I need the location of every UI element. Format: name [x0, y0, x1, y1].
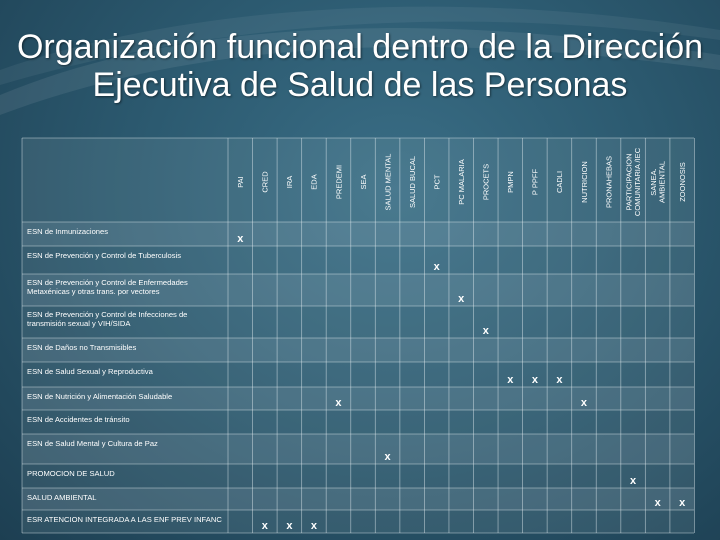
column-header: CADLI: [555, 171, 564, 193]
row-label: ESN de Accidentes de tránsito: [27, 415, 130, 424]
column-header-label: PAI: [236, 176, 245, 188]
column-header: ZOONOSIS: [678, 162, 687, 202]
row-label: ESN de Nutrición y Alimentación Saludabl…: [27, 392, 172, 401]
page-title: Organización funcional dentro de la Dire…: [10, 28, 710, 104]
row-background: [22, 246, 694, 274]
column-header-label: CADLI: [555, 171, 564, 193]
row-label: transmisión sexual y VIH/SIDA: [27, 319, 131, 328]
column-header: IRA: [285, 176, 294, 189]
column-header-label: PRONAHEBAS: [604, 156, 613, 208]
column-header: PARTICIPACION COMUNITARIA /IEC: [625, 147, 643, 216]
cell-mark: x: [286, 520, 293, 532]
column-header-label: COMUNITARIA /IEC: [633, 147, 642, 216]
cell-mark: x: [483, 325, 490, 337]
cell-mark: x: [532, 374, 539, 386]
title-line-1: Organización funcional dentro de la Dire…: [16, 28, 704, 66]
cell-mark: x: [311, 520, 318, 532]
column-header: PMPN: [506, 171, 515, 193]
column-header-label: ZOONOSIS: [678, 162, 687, 202]
cell-mark: x: [630, 475, 637, 487]
column-header-label: AMBIENTAL: [658, 161, 667, 203]
column-header-label: PCT: [432, 174, 441, 189]
column-header: SALUD MENTAL: [383, 154, 392, 211]
row-label: ESR ATENCION INTEGRADA A LAS ENF PREV IN…: [27, 515, 222, 524]
row-background: [22, 464, 694, 488]
cell-mark: x: [335, 397, 342, 409]
row-label: ESN de Salud Mental y Cultura de Paz: [27, 439, 158, 448]
cell-mark: x: [679, 497, 686, 509]
cell-mark: x: [507, 374, 514, 386]
column-header: SANEA. AMBIENTAL: [649, 161, 667, 203]
cell-mark: x: [237, 233, 244, 245]
column-header: PAI: [236, 176, 245, 188]
column-header: PROCETS: [482, 164, 491, 200]
row-label: ESN de Prevención y Control de Tuberculo…: [27, 251, 181, 260]
column-header: NUTRICION: [580, 161, 589, 203]
column-header: P PPFF: [531, 169, 540, 196]
header-background: [22, 138, 694, 222]
column-header: PC MALARIA: [457, 159, 466, 204]
cell-mark: x: [556, 374, 563, 386]
row-label: PROMOCION DE SALUD: [27, 469, 115, 478]
column-header: SEA: [359, 174, 368, 189]
row-background: [22, 410, 694, 434]
row-label: ESN de Salud Sexual y Reproductiva: [27, 367, 154, 376]
row-background: [22, 488, 694, 510]
cell-mark: x: [655, 497, 662, 509]
row-background: [22, 222, 694, 246]
row-label: Metaxénicas y otras trans. por vectores: [27, 287, 160, 296]
column-header: CRED: [261, 171, 270, 193]
row-label: ESN de Prevención y Control de Infeccion…: [27, 310, 187, 319]
column-header-label: CRED: [261, 171, 270, 193]
row-label: SALUD AMBIENTAL: [27, 493, 97, 502]
row-label: ESN de Inmunizaciones: [27, 227, 108, 236]
column-header-label: SANEA.: [649, 168, 658, 196]
cell-mark: x: [434, 261, 441, 273]
column-header-label: PROCETS: [482, 164, 491, 200]
column-header-label: PC MALARIA: [457, 159, 466, 204]
row-background: [22, 306, 694, 338]
row-background: [22, 338, 694, 362]
column-header-label: PREDEMI: [334, 165, 343, 199]
column-header-label: NUTRICION: [580, 161, 589, 203]
column-header: EDA: [310, 174, 319, 189]
cell-mark: x: [458, 293, 465, 305]
cell-mark: x: [581, 397, 588, 409]
cell-mark: x: [385, 451, 392, 463]
column-header: PREDEMI: [334, 165, 343, 199]
column-header-label: IRA: [285, 176, 294, 189]
column-header: PCT: [432, 174, 441, 189]
column-header-label: SEA: [359, 174, 368, 189]
title-line-2: Ejecutiva de Salud de las Personas: [92, 66, 628, 104]
row-background: [22, 387, 694, 410]
row-background: [22, 362, 694, 387]
column-header-label: EDA: [310, 174, 319, 189]
column-header: SALUD BUCAL: [408, 156, 417, 208]
column-header-label: P PPFF: [531, 169, 540, 196]
column-header-label: SALUD BUCAL: [408, 156, 417, 208]
row-background: [22, 434, 694, 464]
column-header: PRONAHEBAS: [604, 156, 613, 208]
row-background: [22, 274, 694, 306]
row-background: [22, 510, 694, 533]
column-header-label: PMPN: [506, 171, 515, 193]
row-label: ESN de Daños no Transmisibles: [27, 343, 137, 352]
row-label: ESN de Prevención y Control de Enfermeda…: [27, 278, 188, 287]
column-header-label: PARTICIPACION: [625, 153, 634, 210]
cell-mark: x: [262, 520, 269, 532]
column-header-label: SALUD MENTAL: [383, 154, 392, 211]
